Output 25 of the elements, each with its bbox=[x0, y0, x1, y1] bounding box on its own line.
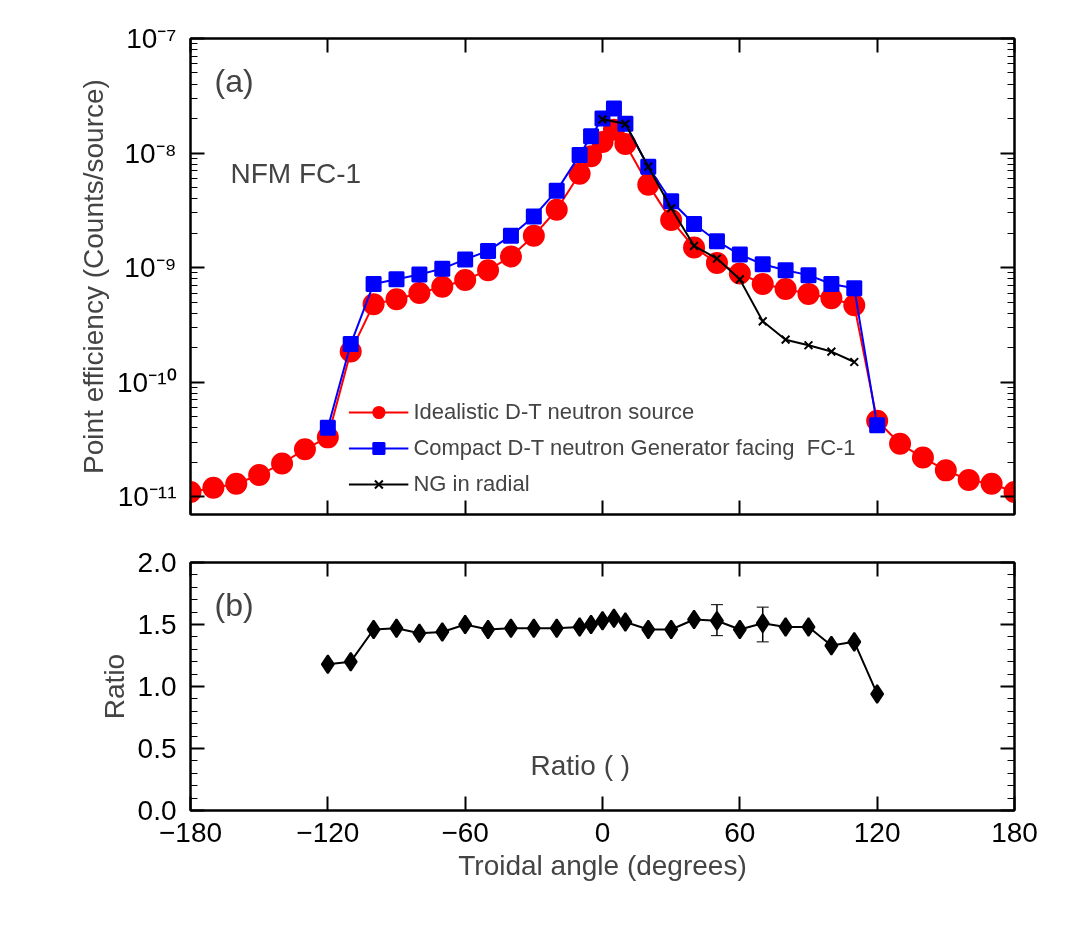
y-axis-title: Ratio bbox=[98, 653, 130, 720]
x-tick-label: 180 bbox=[991, 816, 1038, 848]
y-tick-label: 1.0 bbox=[137, 671, 177, 702]
y-tick-label: 2.0 bbox=[137, 547, 177, 578]
legend-label: Compact D-T neutron Generator facing FC-1 bbox=[413, 435, 856, 461]
x-tick-label: 120 bbox=[853, 816, 901, 848]
y-axis-title: Point efficiency (Counts/source) bbox=[78, 79, 110, 474]
annotation: Ratio ( ) bbox=[530, 749, 631, 781]
legend-label: NG in radial bbox=[413, 471, 530, 497]
x-tick-label: −60 bbox=[441, 816, 489, 848]
y-tick-label: 1.5 bbox=[137, 609, 177, 640]
x-tick-label: 0 bbox=[594, 816, 611, 848]
annotation: (a) bbox=[214, 62, 254, 99]
x-axis-title: Troidal angle (degrees) bbox=[458, 849, 747, 881]
y-tick-label: 10⁻⁷ bbox=[126, 23, 177, 54]
y-tick-label: 0.5 bbox=[137, 733, 177, 764]
annotation: NFM FC-1 bbox=[230, 157, 362, 189]
y-tick-label: 10⁻¹⁰ bbox=[117, 366, 177, 398]
x-tick-label: −120 bbox=[296, 816, 360, 848]
y-tick-label: 10⁻⁸ bbox=[124, 137, 177, 169]
y-tick-label: 10⁻¹¹ bbox=[117, 481, 177, 513]
x-tick-label: 60 bbox=[724, 816, 756, 848]
annotation: (b) bbox=[214, 586, 254, 623]
legend-label: Idealistic D-T neutron source bbox=[413, 399, 695, 425]
y-tick-label: 10⁻⁹ bbox=[124, 252, 177, 284]
